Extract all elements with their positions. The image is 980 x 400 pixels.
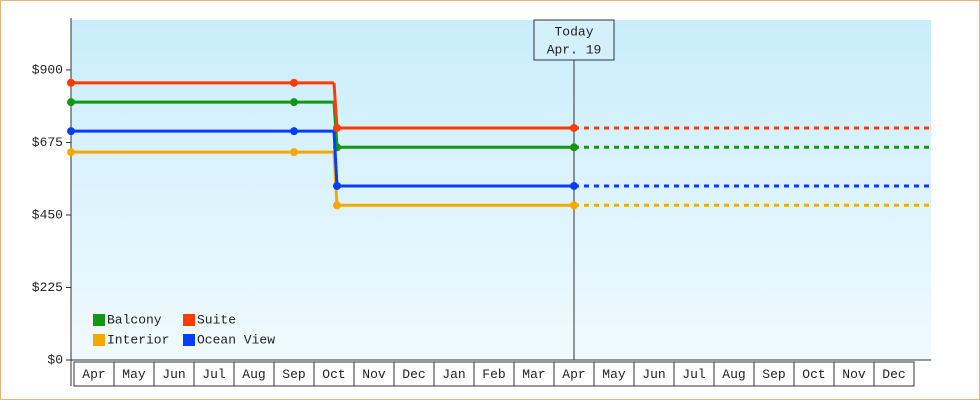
x-tick-label: Nov xyxy=(842,367,866,382)
x-tick-box xyxy=(633,361,675,387)
x-tick-box xyxy=(353,361,395,387)
x-tick-label: Jul xyxy=(202,367,226,382)
point xyxy=(67,127,75,136)
x-tick-label: Aug xyxy=(242,367,265,382)
step-riser xyxy=(332,82,339,129)
x-tick-box xyxy=(793,361,835,387)
x-tick-box xyxy=(873,361,915,387)
step-riser xyxy=(332,131,339,187)
legend-swatch xyxy=(183,314,195,326)
x-tick-label: Mar xyxy=(522,367,545,382)
x-tick-label: Apr xyxy=(562,367,585,382)
x-tick-label: Aug xyxy=(722,367,745,382)
x-tick-box xyxy=(753,361,795,387)
x-tick-label: Oct xyxy=(322,367,345,382)
x-tick-box xyxy=(193,361,235,387)
x-tick-box xyxy=(513,361,555,387)
today-box xyxy=(533,19,615,61)
legend-swatch xyxy=(93,314,105,326)
x-tick-label: Sep xyxy=(762,367,785,382)
legend-label: Interior xyxy=(107,332,169,347)
x-tick-label: May xyxy=(122,367,146,382)
x-tick-label: Dec xyxy=(882,367,905,382)
point xyxy=(570,143,578,152)
point xyxy=(570,181,578,190)
y-tick-label: $675 xyxy=(32,135,63,150)
x-tick-label: Jun xyxy=(162,367,185,382)
y-tick-label: $900 xyxy=(32,62,63,77)
legend-swatch xyxy=(183,334,195,346)
legend-label: Ocean View xyxy=(197,332,275,347)
x-tick-box xyxy=(553,361,595,387)
x-tick-label: Dec xyxy=(402,367,425,382)
x-tick-label: Jun xyxy=(642,367,665,382)
today-date: Apr. 19 xyxy=(547,42,602,57)
x-tick-box xyxy=(153,361,195,387)
legend-label: Balcony xyxy=(107,312,162,327)
point xyxy=(290,127,298,136)
x-tick-label: Apr xyxy=(82,367,105,382)
x-tick-label: Jul xyxy=(682,367,706,382)
x-tick-label: May xyxy=(602,367,626,382)
x-tick-box xyxy=(73,361,115,387)
point xyxy=(290,148,298,157)
x-tick-label: Nov xyxy=(362,367,386,382)
x-tick-label: Feb xyxy=(482,367,505,382)
legend-label: Suite xyxy=(197,312,236,327)
x-tick-box xyxy=(113,361,155,387)
legend-swatch xyxy=(93,334,105,346)
point xyxy=(290,78,298,87)
point xyxy=(570,201,578,210)
x-tick-box xyxy=(673,361,715,387)
point xyxy=(570,123,578,132)
point xyxy=(67,98,75,107)
y-tick-label: $450 xyxy=(32,207,63,222)
today-title: Today xyxy=(554,24,593,39)
x-tick-box xyxy=(833,361,875,387)
x-tick-box xyxy=(433,361,475,387)
y-tick-label: $225 xyxy=(32,280,63,295)
point xyxy=(333,123,341,132)
point xyxy=(67,78,75,87)
x-tick-label: Jan xyxy=(442,367,465,382)
point xyxy=(290,98,298,107)
point xyxy=(333,201,341,210)
y-tick-label: $0 xyxy=(47,352,63,367)
plot-area xyxy=(71,20,931,360)
point xyxy=(67,148,75,157)
x-tick-box xyxy=(233,361,275,387)
x-tick-label: Sep xyxy=(282,367,305,382)
x-tick-label: Oct xyxy=(802,367,825,382)
point xyxy=(333,181,341,190)
